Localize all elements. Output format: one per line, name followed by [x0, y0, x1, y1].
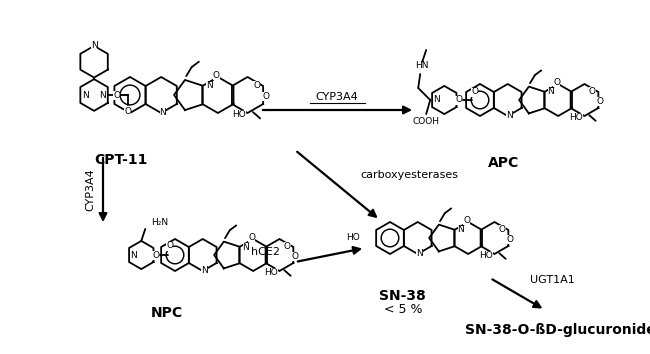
Text: O: O	[589, 87, 596, 96]
Text: HO: HO	[232, 110, 246, 119]
Text: HO: HO	[569, 113, 583, 122]
Text: COOH: COOH	[413, 118, 439, 126]
Text: N: N	[99, 91, 106, 99]
Text: N: N	[130, 251, 137, 259]
Text: N: N	[458, 225, 464, 234]
Text: N: N	[201, 266, 208, 275]
Text: O: O	[507, 235, 514, 244]
Text: HO: HO	[346, 234, 360, 242]
Text: O: O	[499, 225, 506, 234]
Text: O: O	[553, 78, 560, 87]
Text: CYP3A4: CYP3A4	[316, 92, 358, 102]
Text: O: O	[253, 81, 260, 90]
Text: O: O	[292, 252, 299, 261]
Text: O: O	[471, 87, 478, 97]
Text: O: O	[284, 242, 291, 251]
Text: UGT1A1: UGT1A1	[530, 275, 575, 285]
Text: N: N	[242, 242, 250, 251]
Text: APC: APC	[488, 156, 519, 170]
Text: H₂N: H₂N	[151, 218, 168, 227]
Text: N: N	[160, 108, 166, 116]
Text: N: N	[207, 81, 213, 91]
Text: O: O	[262, 92, 269, 101]
Text: SN-38-O-ßD-glucuronide: SN-38-O-ßD-glucuronide	[465, 323, 650, 337]
Text: CYP3A4: CYP3A4	[85, 169, 95, 211]
Text: CPT-11: CPT-11	[94, 153, 148, 167]
Text: carboxyesterases: carboxyesterases	[360, 170, 458, 180]
Text: SN-38: SN-38	[380, 289, 426, 303]
Text: O: O	[166, 241, 174, 251]
Text: hCE2: hCE2	[251, 247, 280, 257]
Text: N: N	[82, 91, 89, 99]
Text: N: N	[506, 111, 513, 120]
Text: O: O	[597, 97, 604, 106]
Text: O: O	[113, 91, 120, 99]
Text: HO: HO	[479, 251, 493, 260]
Text: HO: HO	[264, 268, 278, 277]
Text: O: O	[124, 107, 131, 115]
Text: N: N	[547, 87, 554, 97]
Text: O: O	[248, 233, 255, 242]
Text: O: O	[153, 251, 159, 259]
Text: O: O	[463, 216, 470, 225]
Text: O: O	[213, 71, 220, 80]
Text: N: N	[91, 41, 98, 50]
Text: O: O	[456, 96, 462, 104]
Text: HN: HN	[415, 62, 429, 70]
Text: NPC: NPC	[151, 306, 183, 320]
Text: N: N	[433, 96, 440, 104]
Text: < 5 %: < 5 %	[384, 303, 422, 316]
Text: N: N	[416, 249, 422, 258]
